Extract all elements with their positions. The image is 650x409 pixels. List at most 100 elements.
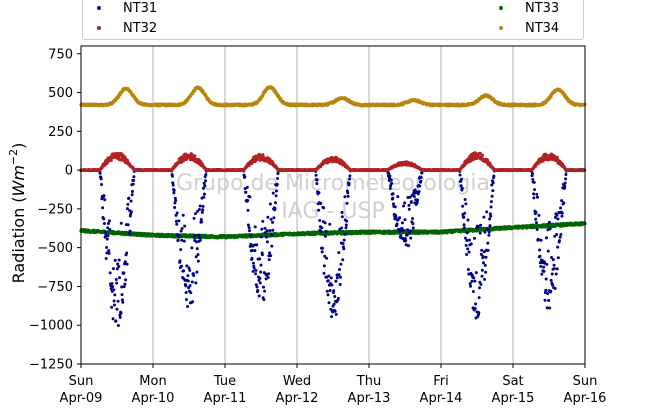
data-point-nt31: [553, 286, 557, 290]
data-point-nt31: [544, 288, 548, 292]
data-point-nt31: [328, 288, 332, 292]
data-point-nt31: [551, 283, 555, 287]
data-point-nt31: [346, 191, 350, 195]
data-point-nt31: [117, 258, 121, 262]
data-point-nt31: [256, 288, 260, 292]
data-point-nt31: [551, 258, 555, 262]
data-point-nt31: [564, 177, 568, 181]
data-point-nt31: [174, 219, 178, 223]
data-point-nt31: [487, 233, 491, 237]
data-point-nt31: [172, 188, 176, 192]
data-point-nt31: [318, 218, 322, 222]
data-point-nt31: [341, 258, 345, 262]
data-point-nt31: [479, 282, 483, 286]
data-point-nt31: [245, 185, 249, 189]
data-point-nt31: [563, 181, 567, 185]
data-point-nt31: [175, 211, 179, 215]
data-point-nt31: [335, 276, 339, 280]
data-point-nt31: [246, 208, 250, 212]
data-point-nt31: [391, 202, 395, 206]
data-point-nt31: [186, 279, 190, 283]
data-point-nt31: [101, 206, 105, 210]
data-point-nt31: [555, 213, 559, 217]
data-point-nt31: [532, 180, 536, 184]
data-point-nt31: [193, 233, 197, 237]
data-point-nt31: [194, 281, 198, 285]
data-point-nt31: [182, 269, 186, 273]
data-point-nt31: [195, 240, 199, 244]
data-point-nt31: [320, 226, 324, 230]
data-point-nt31: [322, 271, 326, 275]
watermark-text: Grupo de Micrometeorologia: [176, 171, 490, 196]
data-point-nt31: [478, 231, 482, 235]
data-point-nt31: [544, 277, 548, 281]
data-point-nt31: [104, 256, 108, 260]
data-point-nt31: [120, 293, 124, 297]
data-point-nt31: [269, 217, 273, 221]
data-point-nt31: [340, 215, 344, 219]
data-point-nt31: [474, 271, 478, 275]
data-point-nt31: [266, 215, 270, 219]
data-point-nt31: [107, 219, 111, 223]
data-point-nt31: [486, 241, 490, 245]
data-point-nt31: [401, 228, 405, 232]
data-point-nt31: [540, 272, 544, 276]
data-point-nt31: [545, 262, 549, 266]
data-point-nt31: [271, 228, 275, 232]
data-point-nt31: [554, 272, 558, 276]
data-point-nt31: [119, 311, 123, 315]
data-point-nt31: [416, 198, 420, 202]
data-point-nt31: [532, 192, 536, 196]
data-point-nt31: [467, 238, 471, 242]
data-point-nt31: [102, 222, 106, 226]
data-point-nt31: [560, 199, 564, 203]
data-point-nt31: [411, 226, 415, 230]
data-point-nt31: [247, 229, 251, 233]
data-point-nt31: [121, 300, 125, 304]
data-point-nt31: [464, 243, 468, 247]
data-point-nt31: [485, 210, 489, 214]
data-point-nt31: [542, 269, 546, 273]
data-point-nt31: [418, 184, 422, 188]
data-point-nt31: [189, 291, 193, 295]
data-point-nt31: [103, 230, 107, 234]
data-point-nt31: [258, 276, 262, 280]
data-point-nt31: [391, 196, 395, 200]
data-point-nt31: [535, 195, 539, 199]
data-point-nt31: [126, 223, 130, 227]
data-point-nt31: [462, 226, 466, 230]
data-point-nt31: [190, 246, 194, 250]
data-point-nt31: [263, 289, 267, 293]
data-point-nt31: [332, 302, 336, 306]
data-point-nt31: [321, 246, 325, 250]
data-point-nt31: [114, 319, 118, 323]
data-point-nt31: [106, 234, 110, 238]
data-point-nt31: [342, 238, 346, 242]
data-point-nt31: [191, 300, 195, 304]
data-point-nt31: [559, 206, 563, 210]
data-point-nt31: [534, 211, 538, 215]
data-point-nt31: [125, 262, 129, 266]
data-point-nt31: [535, 228, 539, 231]
data-point-nt31: [330, 315, 334, 319]
data-point-nt31: [258, 281, 262, 285]
data-point-nt31: [129, 199, 133, 203]
data-point-nt31: [417, 190, 421, 194]
data-point-nt31: [466, 268, 470, 272]
data-point-nt31: [539, 238, 543, 242]
data-point-nt31: [125, 207, 129, 211]
data-point-nt31: [337, 251, 341, 255]
data-point-nt31: [326, 279, 330, 283]
data-point-nt31: [110, 305, 114, 309]
data-point-nt31: [266, 275, 270, 279]
data-point-nt31: [252, 266, 256, 270]
data-point-nt31: [479, 223, 483, 227]
data-point-nt31: [322, 206, 326, 210]
data-point-nt31: [190, 280, 194, 284]
data-point-nt31: [556, 245, 560, 249]
data-point-nt31: [469, 242, 473, 246]
data-point-nt31: [538, 248, 542, 252]
data-point-nt31: [339, 262, 343, 266]
data-point-nt31: [531, 177, 535, 181]
